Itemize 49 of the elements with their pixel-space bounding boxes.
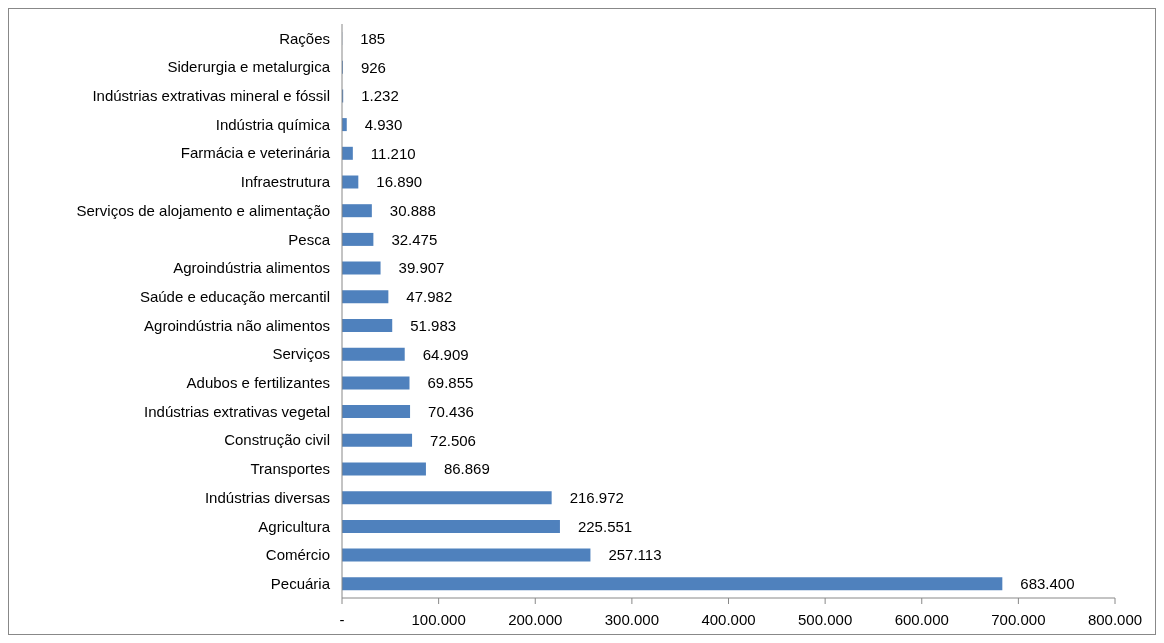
y-tick-label: Rações [279, 29, 330, 47]
x-tick-label: 700.000 [991, 610, 1046, 628]
data-label: 683.400 [1020, 575, 1075, 593]
x-tick-label: - [339, 610, 345, 628]
y-tick-label: Infraestrutura [240, 173, 331, 191]
y-tick-label: Serviços de alojamento e alimentação [76, 201, 330, 219]
y-tick-label: Construção civil [224, 431, 330, 449]
x-tick-label: 100.000 [411, 610, 466, 628]
y-tick-label: Farmácia e veterinária [180, 144, 331, 162]
y-tick-label: Siderurgia e metalurgica [167, 58, 331, 76]
data-label: 86.869 [443, 460, 490, 478]
data-label: 225.551 [577, 517, 633, 535]
y-tick-label: Serviços [272, 345, 330, 363]
data-label: 30.888 [389, 202, 436, 220]
y-tick-label: Indústrias extrativas mineral e fóssil [92, 87, 330, 105]
data-label: 257.113 [608, 546, 662, 564]
data-label: 51.983 [410, 316, 457, 334]
data-label: 16.890 [376, 173, 423, 191]
y-tick-label: Pecuária [270, 574, 331, 592]
y-tick-label: Indústrias diversas [204, 488, 330, 506]
x-tick-label: 600.000 [894, 610, 949, 628]
data-label: 72.506 [430, 431, 476, 449]
y-tick-label: Pesca [288, 230, 331, 248]
y-tick-label: Indústria química [215, 115, 331, 133]
x-tick-label: 200.000 [508, 610, 563, 628]
data-label: 32.475 [391, 230, 438, 248]
x-tick-label: 400.000 [701, 610, 756, 628]
data-label: 39.907 [398, 259, 445, 277]
data-label: 69.855 [427, 374, 474, 392]
data-label: 11.210 [370, 144, 416, 162]
data-label: 64.909 [422, 345, 469, 363]
data-label: 47.982 [406, 288, 453, 306]
x-tick-label: 800.000 [1087, 610, 1143, 628]
data-label: 1.232 [361, 87, 399, 105]
data-label: 216.972 [569, 489, 624, 507]
y-tick-label: Agricultura [258, 517, 331, 535]
data-label: 185 [360, 29, 386, 47]
y-tick-label: Comércio [265, 546, 330, 564]
x-tick-label: 300.000 [604, 610, 659, 628]
data-label: 70.436 [428, 402, 474, 420]
y-tick-label: Indústrias extrativas vegetal [144, 402, 330, 420]
y-tick-label: Saúde e educação mercantil [139, 287, 330, 305]
y-tick-label: Transportes [250, 460, 330, 478]
x-tick-label: 500.000 [798, 610, 853, 628]
data-label: 926 [360, 58, 386, 76]
data-label: 4.930 [364, 115, 403, 133]
y-tick-label: Agroindústria alimentos [173, 259, 330, 277]
y-tick-label: Adubos e fertilizantes [186, 374, 330, 392]
y-tick-label: Agroindústria não alimentos [144, 316, 330, 334]
